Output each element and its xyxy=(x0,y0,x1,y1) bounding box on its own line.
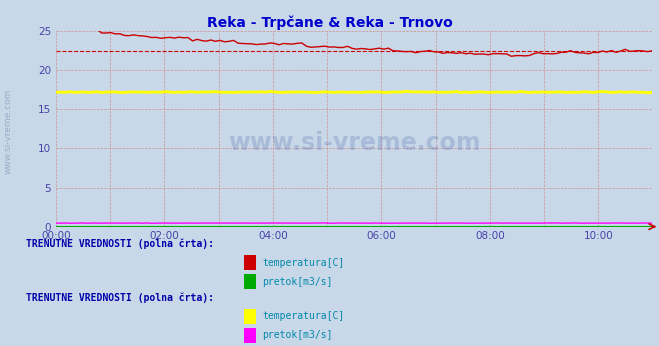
Text: www.si-vreme.com: www.si-vreme.com xyxy=(228,130,480,155)
Text: pretok[m3/s]: pretok[m3/s] xyxy=(262,330,333,340)
Text: TRENUTNE VREDNOSTI (polna črta):: TRENUTNE VREDNOSTI (polna črta): xyxy=(26,292,214,303)
Text: temperatura[C]: temperatura[C] xyxy=(262,258,345,267)
Text: Reka - Trpčane & Reka - Trnovo: Reka - Trpčane & Reka - Trnovo xyxy=(207,16,452,30)
Text: TRENUTNE VREDNOSTI (polna črta):: TRENUTNE VREDNOSTI (polna črta): xyxy=(26,239,214,249)
Text: www.si-vreme.com: www.si-vreme.com xyxy=(4,89,13,174)
Text: temperatura[C]: temperatura[C] xyxy=(262,311,345,321)
Text: pretok[m3/s]: pretok[m3/s] xyxy=(262,277,333,286)
